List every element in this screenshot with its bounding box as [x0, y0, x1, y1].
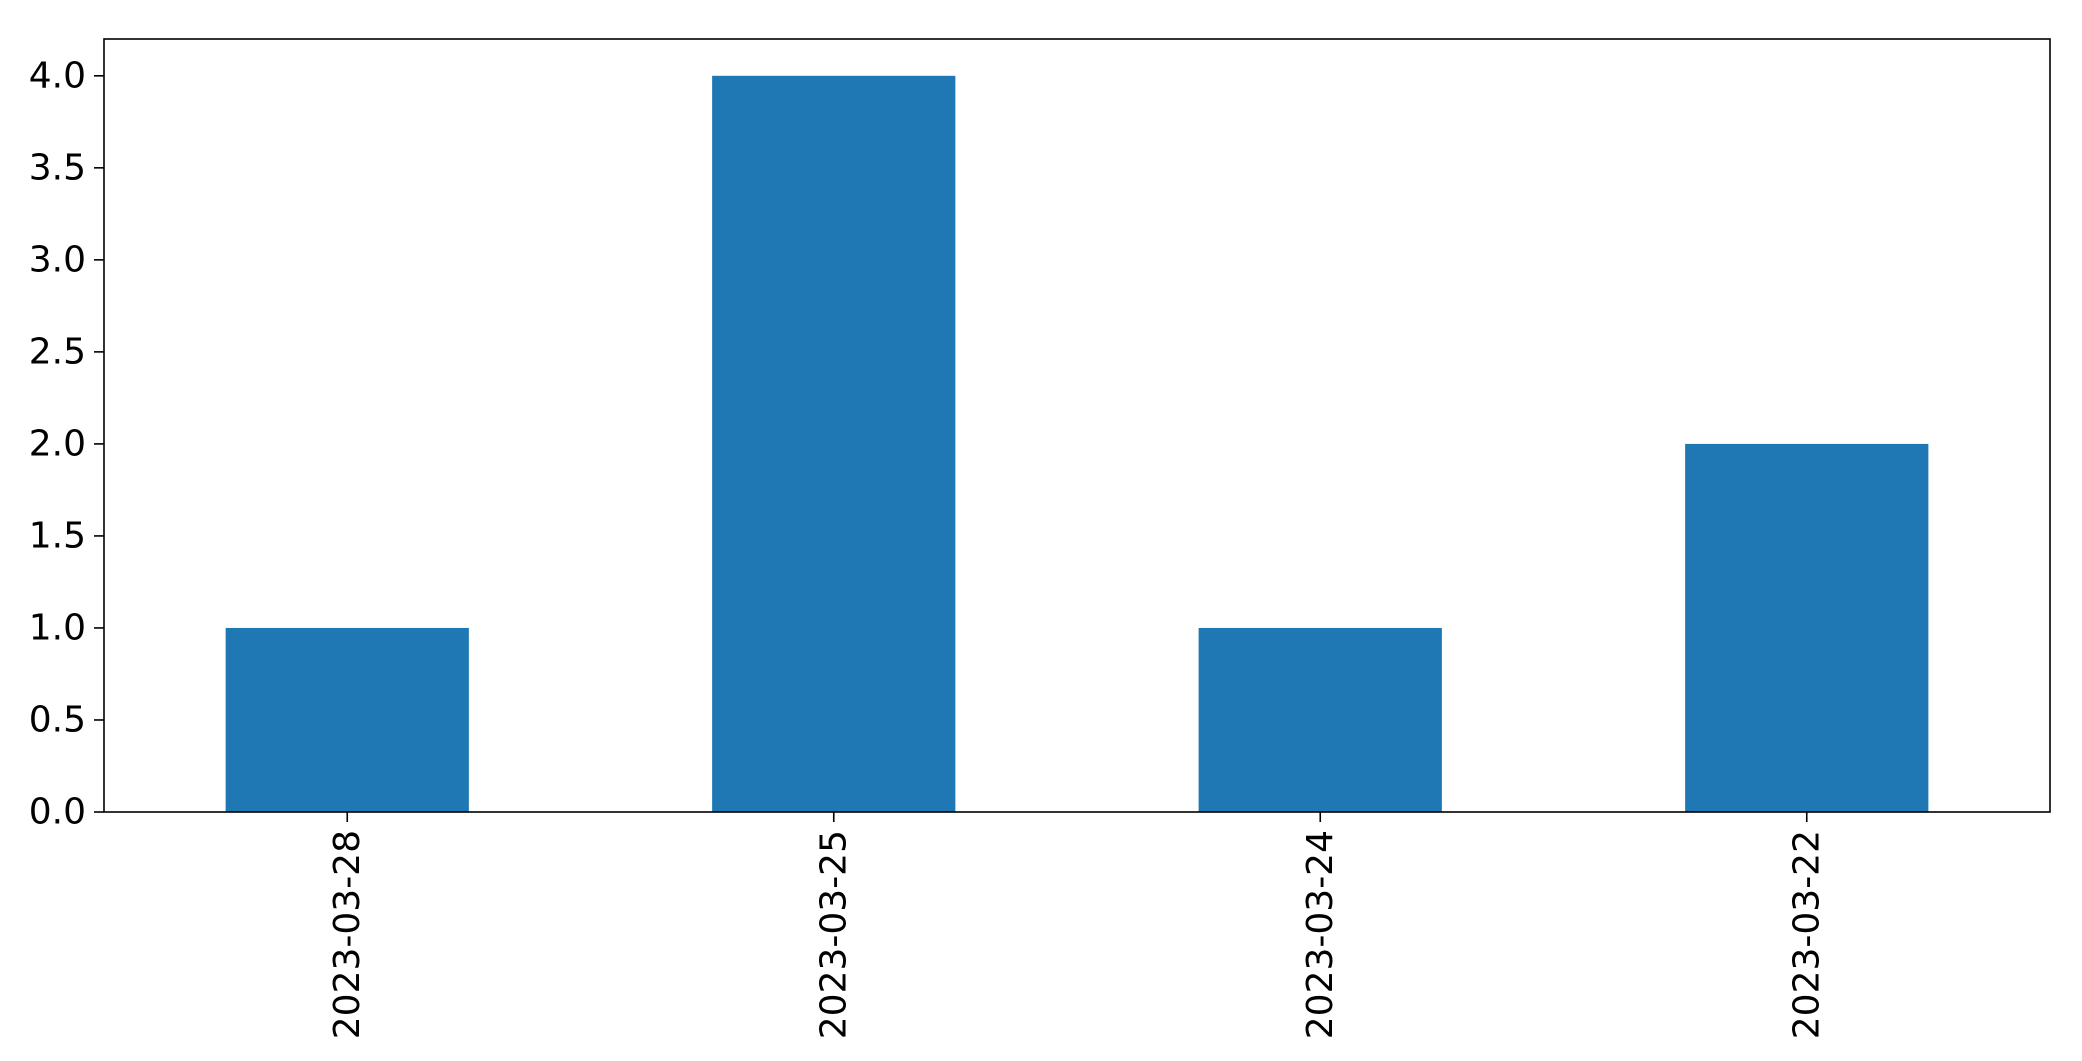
bar-2023-03-25	[712, 75, 956, 813]
bar-2023-03-22	[1685, 443, 1929, 812]
y-tick-label: 1.5	[29, 515, 86, 556]
x-tick-label: 2023-03-28	[327, 830, 368, 1039]
x-tick-label: 2023-03-22	[1786, 830, 1827, 1039]
bar-2023-03-28	[225, 627, 469, 812]
y-tick-label: 3.0	[29, 239, 86, 280]
bar-2023-03-24	[1198, 627, 1442, 812]
y-tick-label: 2.0	[29, 423, 86, 464]
x-tick-label: 2023-03-25	[813, 830, 854, 1039]
y-tick-label: 0.0	[29, 792, 86, 833]
y-tick-label: 0.5	[29, 699, 86, 740]
y-tick-label: 3.5	[29, 147, 86, 188]
x-axis: 2023-03-28 2023-03-25 2023-03-24 2023-03-22	[327, 812, 1827, 1039]
y-axis: 0.0 0.5 1.0 1.5 2.0 2.5 3.0 3.5 4.0	[29, 55, 104, 833]
bars-layer	[225, 75, 1929, 813]
y-tick-label: 1.0	[29, 607, 86, 648]
y-tick-label: 4.0	[29, 55, 86, 96]
y-tick-label: 2.5	[29, 331, 86, 372]
x-tick-label: 2023-03-24	[1300, 830, 1341, 1039]
plot-frame	[103, 38, 2051, 813]
